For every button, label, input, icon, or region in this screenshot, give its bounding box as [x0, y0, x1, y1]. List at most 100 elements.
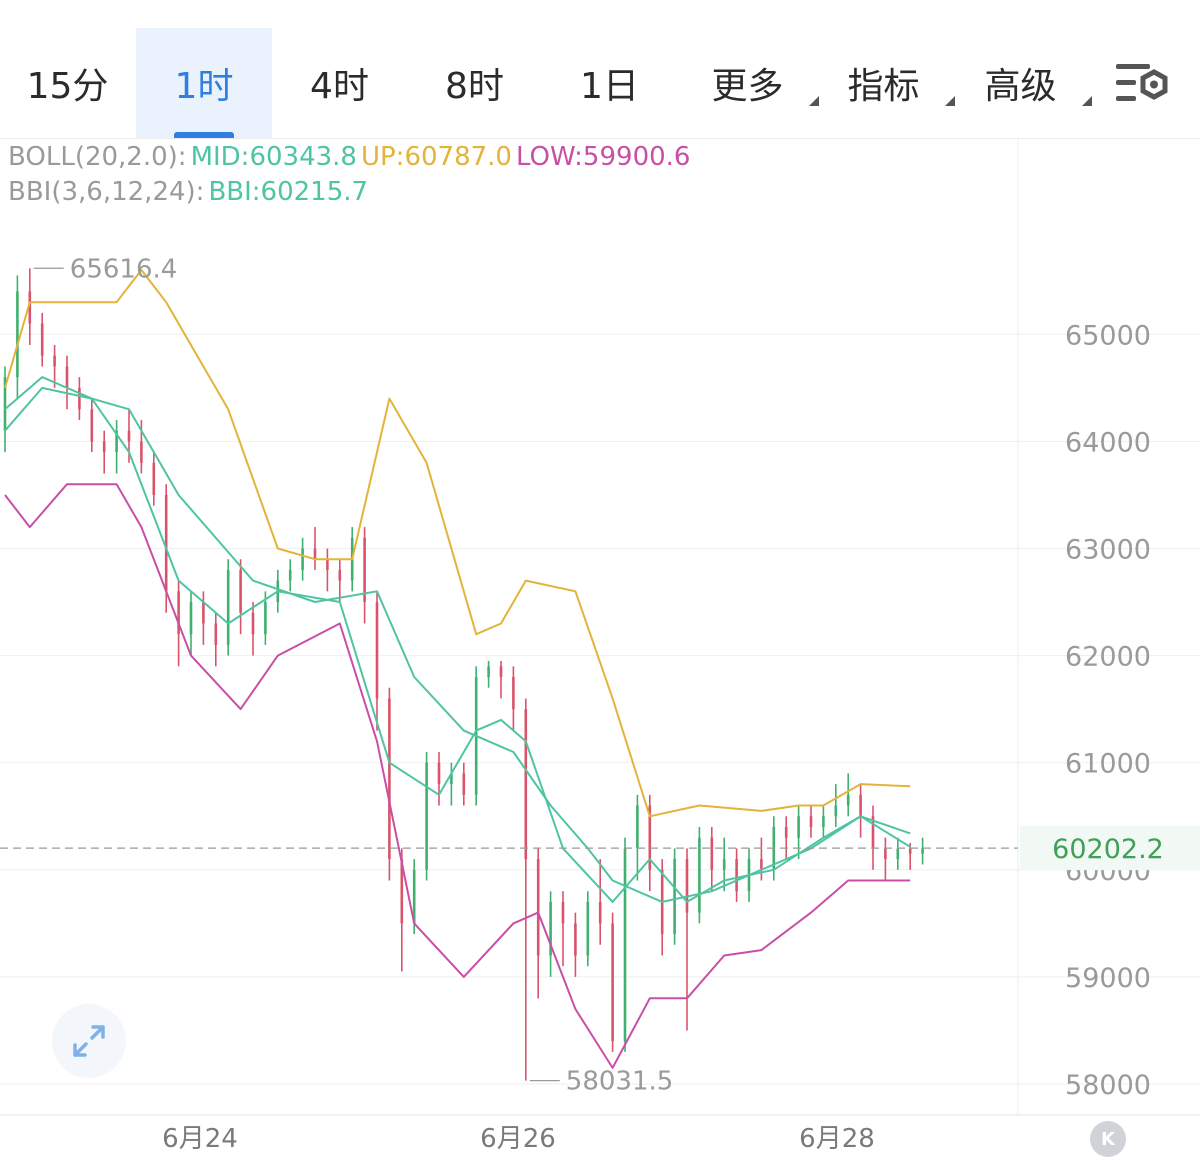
tab-1hour[interactable]: 1时: [136, 28, 272, 138]
candle-body: [859, 794, 862, 817]
y-tick-label: 63000: [1065, 535, 1151, 566]
candle-body: [301, 548, 304, 570]
candle-body: [78, 387, 81, 410]
dropdown-caret-icon: [945, 96, 955, 106]
candle-body: [313, 548, 317, 560]
candle-body: [549, 901, 552, 956]
candle-body: [598, 901, 602, 924]
bbi-label: BBI(3,6,12,24):: [8, 177, 205, 207]
tab-advanced[interactable]: 高级: [963, 28, 1092, 138]
candle-body: [710, 837, 714, 870]
candle-body: [251, 612, 255, 635]
tab-1day[interactable]: 1日: [542, 28, 677, 138]
y-tick-label: 64000: [1065, 427, 1151, 458]
tab-label: 指标: [847, 66, 920, 107]
candle-body: [264, 602, 267, 635]
dropdown-caret-icon: [809, 96, 819, 106]
candle-body: [177, 591, 180, 635]
candle-body: [102, 441, 106, 453]
tab-more[interactable]: 更多: [690, 28, 819, 138]
kline-toggle-button[interactable]: K: [1090, 1121, 1126, 1157]
candle-body: [809, 816, 813, 827]
candle-body: [437, 762, 441, 785]
candle-body: [834, 805, 838, 817]
expand-arrows-icon: [73, 1025, 105, 1057]
x-tick-label: 6月26: [480, 1124, 556, 1154]
fullscreen-button[interactable]: [52, 1004, 126, 1078]
candle-body: [871, 816, 875, 849]
candle-body: [152, 462, 156, 495]
candle-body: [164, 494, 168, 592]
y-tick-label: 59000: [1065, 963, 1151, 994]
candle-body: [28, 291, 32, 324]
timeframe-tabs: 15分 1时 4时 8时 1日 更多 指标 高级: [0, 0, 1200, 139]
y-tick-label: 65000: [1065, 320, 1151, 351]
x-tick-label: 6月24: [162, 1124, 238, 1154]
candle-body: [648, 805, 652, 870]
candle-body: [611, 923, 614, 1042]
candle-body: [189, 602, 193, 635]
candle-body: [735, 859, 738, 892]
candle-body: [326, 559, 329, 570]
candle-body: [400, 859, 404, 924]
tab-label: 8时: [445, 66, 504, 107]
chart-settings-icon[interactable]: [1112, 58, 1174, 110]
candle-body: [884, 848, 887, 860]
y-tick-label: 62000: [1065, 642, 1151, 673]
boll-low-value: LOW:59900.6: [515, 142, 691, 172]
candle-body: [797, 816, 800, 838]
boll-up-value: UP:60787.0: [360, 142, 512, 172]
tab-15min[interactable]: 15分: [0, 28, 135, 138]
candle-body: [685, 859, 689, 913]
candle-body: [822, 816, 825, 827]
candle-body: [921, 848, 924, 854]
candle-body: [140, 441, 143, 463]
tab-label: 4时: [310, 66, 369, 107]
x-tick-label: 6月28: [799, 1124, 875, 1154]
bbi-legend: BBI(3,6,12,24): BBI:60215.7: [8, 177, 372, 207]
candle-body: [586, 901, 590, 956]
candle-body: [338, 569, 342, 581]
y-tick-label: 61000: [1065, 749, 1151, 780]
candle-body: [375, 602, 379, 699]
candle-body: [636, 805, 639, 849]
dropdown-caret-icon: [1082, 96, 1092, 106]
candle-body: [673, 859, 676, 935]
active-tab-indicator: [174, 132, 234, 138]
candle-body: [16, 291, 19, 378]
tab-indicators[interactable]: 指标: [826, 28, 955, 138]
candle-body: [115, 430, 118, 453]
candle-body: [3, 377, 7, 431]
bbi-value: BBI:60215.7: [208, 177, 369, 207]
tab-4hour[interactable]: 4时: [272, 28, 407, 138]
candle-body: [487, 666, 490, 678]
candle-body: [40, 323, 44, 356]
tab-label: 高级: [984, 66, 1057, 107]
candle-body: [512, 677, 515, 710]
boll-up-line: [4, 269, 911, 818]
candle-body: [127, 430, 131, 442]
candle-body: [226, 569, 230, 645]
boll-legend: BOLL(20,2.0): MID:60343.8 UP:60787.0 LOW:59…: [8, 142, 694, 172]
candle-body: [536, 859, 540, 956]
candle-body: [462, 773, 466, 795]
candle-body: [239, 569, 242, 613]
candle-body: [623, 848, 627, 1042]
candlestick-chart[interactable]: 6500064000630006200061000600005900058000…: [0, 139, 1200, 1165]
candle-body: [499, 666, 503, 678]
low-price-label: 58031.5: [566, 1067, 674, 1097]
candle-body: [896, 848, 900, 860]
candle-body: [90, 409, 94, 442]
tab-8hour[interactable]: 8时: [407, 28, 542, 138]
candle-body: [388, 698, 391, 860]
k-glyph-icon: K: [1101, 1128, 1115, 1150]
candle-body: [784, 826, 788, 838]
candle-body: [698, 837, 701, 913]
current-price-badge: [1020, 826, 1200, 871]
boll-low-line: [4, 483, 911, 1069]
candle-body: [722, 859, 726, 870]
candle-body: [412, 869, 416, 924]
candle-body: [363, 537, 366, 603]
candle-body: [450, 773, 453, 785]
candle-body: [908, 848, 912, 854]
